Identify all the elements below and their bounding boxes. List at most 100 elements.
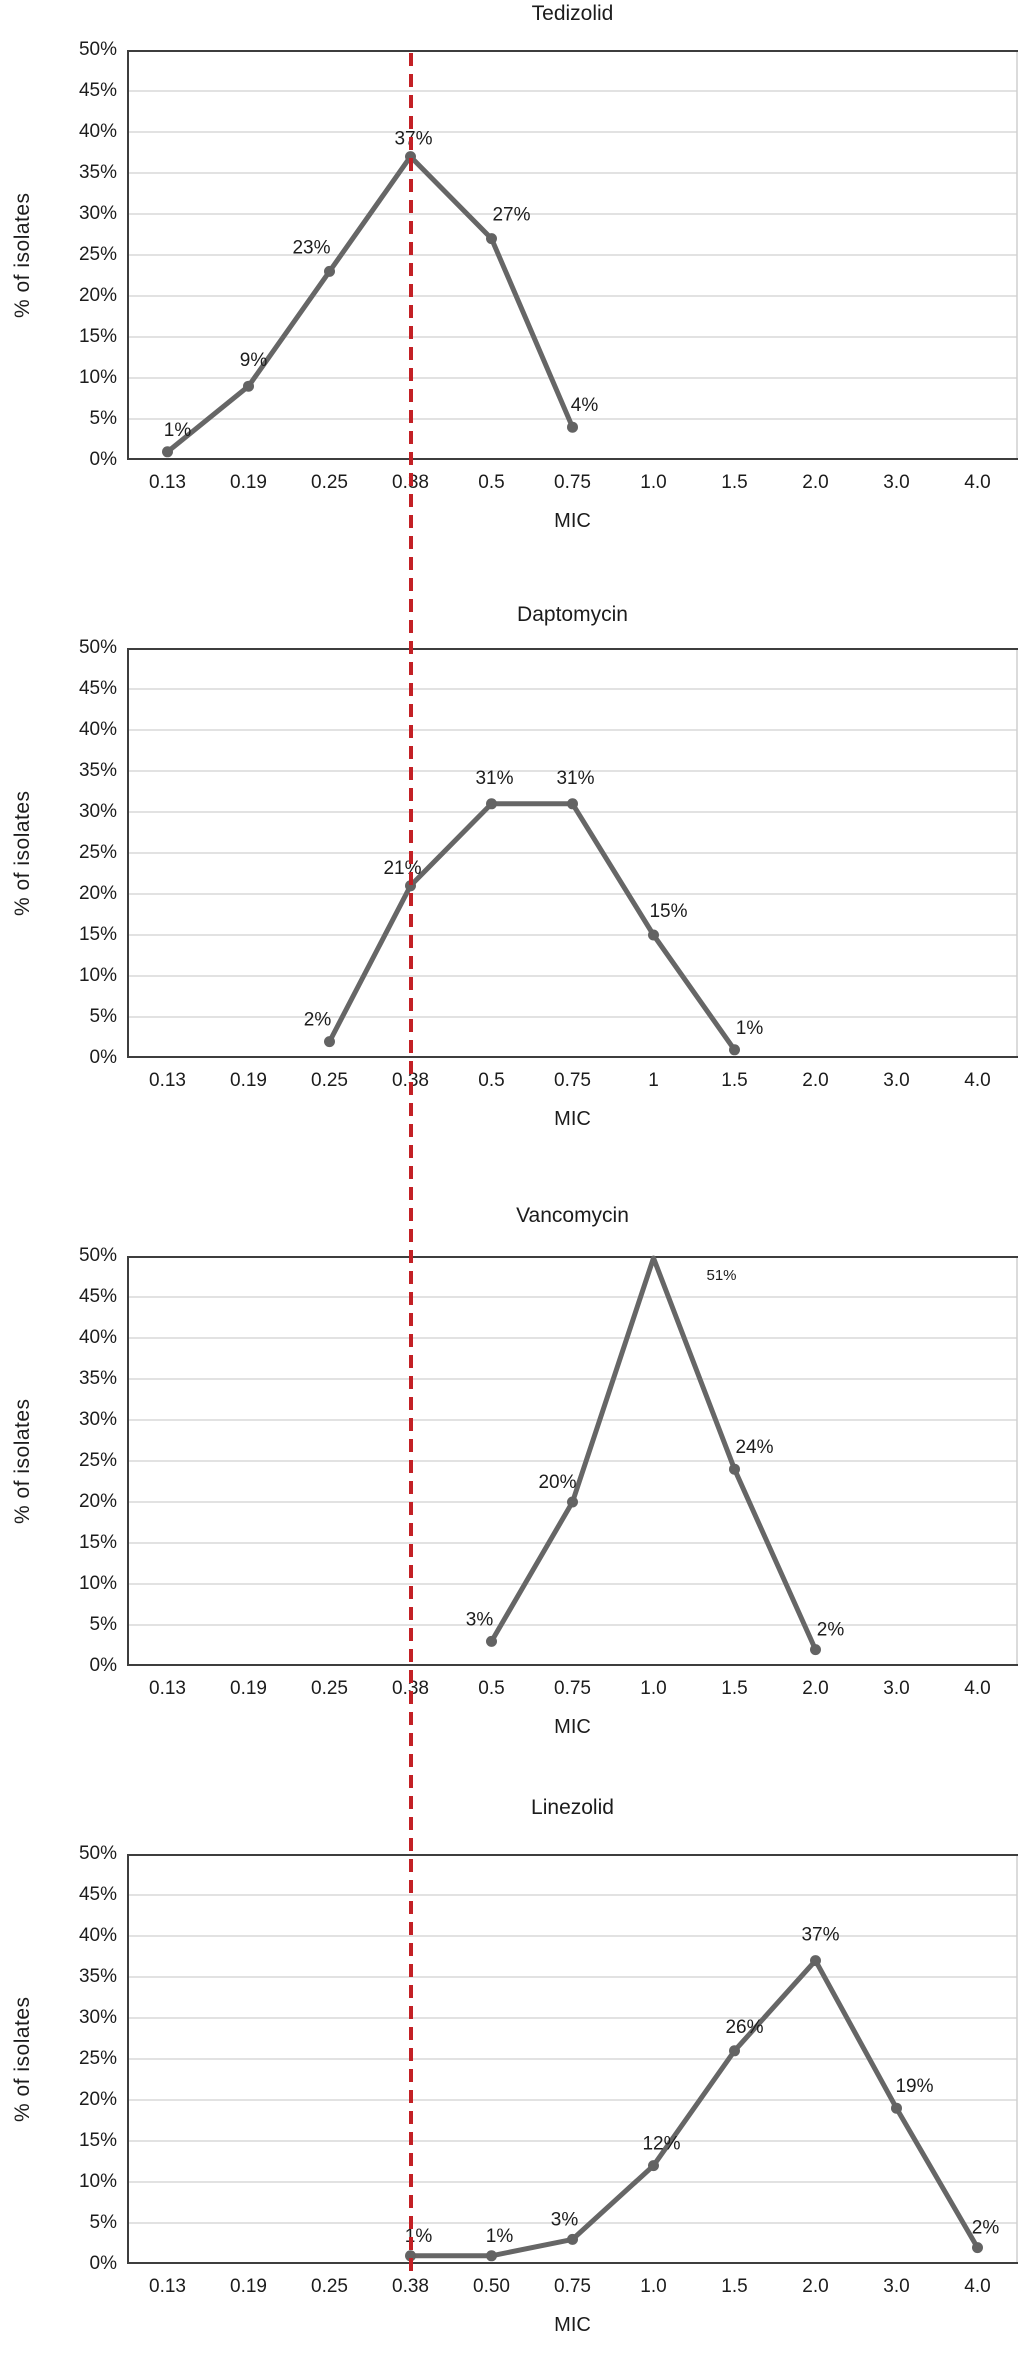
data-point-marker xyxy=(810,1955,821,1967)
data-point-label: 27% xyxy=(492,205,530,226)
data-point-marker xyxy=(648,929,659,941)
x-tick-label: 1 xyxy=(648,1070,659,1091)
data-point-label: 2% xyxy=(817,1620,845,1641)
y-tick-label: 35% xyxy=(78,1368,117,1389)
data-point-label: 4% xyxy=(571,395,599,416)
data-point-marker xyxy=(486,1635,497,1647)
data-point-marker xyxy=(729,1044,740,1056)
x-tick-label: 0.19 xyxy=(230,1678,267,1699)
x-tick-label: 2.0 xyxy=(802,472,829,493)
y-tick-label: 25% xyxy=(78,842,117,863)
data-point-label: 20% xyxy=(538,1472,576,1493)
y-tick-label: 45% xyxy=(78,1884,117,1905)
x-tick-label: 3.0 xyxy=(883,1678,910,1699)
x-tick-label: 0.19 xyxy=(230,1070,267,1091)
x-tick-label: 3.0 xyxy=(883,472,910,493)
data-point-marker xyxy=(972,2242,983,2254)
x-tick-label: 1.0 xyxy=(640,472,667,493)
x-tick-label: 0.13 xyxy=(149,2276,186,2297)
y-tick-label: 35% xyxy=(78,162,117,183)
plot-area: 1% 9% 23% 37% 27% 4% xyxy=(127,50,1018,460)
chart-section-linezolid: Linezolid% of isolates 0% 5% 10% 15% 20% 25% 30… xyxy=(0,1775,1024,2366)
y-tick-label: 25% xyxy=(78,244,117,265)
y-tick-label: 30% xyxy=(78,1409,117,1430)
data-point-label: 15% xyxy=(649,901,687,922)
y-tick-label: 45% xyxy=(78,80,117,101)
x-tick-label: 0.13 xyxy=(149,1678,186,1699)
y-tick-label: 40% xyxy=(78,121,117,142)
data-point-label: 2% xyxy=(972,2218,1000,2239)
data-point-marker xyxy=(810,1644,821,1656)
data-point-label: 19% xyxy=(895,2076,933,2097)
x-axis-title: MIC xyxy=(554,2314,591,2336)
y-tick-label: 50% xyxy=(78,1245,117,1266)
x-tick-label: 2.0 xyxy=(802,1678,829,1699)
data-point-marker xyxy=(891,2102,902,2114)
y-tick-label: 50% xyxy=(78,39,117,60)
data-point-label: 51% xyxy=(706,1267,736,1284)
y-tick-label: 0% xyxy=(89,1047,117,1068)
data-point-label: 3% xyxy=(551,2209,579,2230)
y-tick-label: 30% xyxy=(78,801,117,822)
series-line xyxy=(165,154,575,455)
x-tick-label: 0.5 xyxy=(478,1070,505,1091)
data-point-label: 1% xyxy=(736,1018,764,1039)
y-tick-label: 45% xyxy=(78,1286,117,1307)
data-point-label: 26% xyxy=(725,2017,763,2038)
data-point-marker xyxy=(486,233,497,245)
y-tick-label: 35% xyxy=(78,1966,117,1987)
y-tick-label: 10% xyxy=(78,2171,117,2192)
y-tick-label: 5% xyxy=(89,2212,117,2233)
x-tick-label: 0.75 xyxy=(554,2276,591,2297)
y-tick-label: 20% xyxy=(78,285,117,306)
x-tick-label: 1.5 xyxy=(721,472,748,493)
x-tick-label: 0.25 xyxy=(311,472,348,493)
x-tick-label: 4.0 xyxy=(964,1070,991,1091)
x-tick-label: 1.0 xyxy=(640,1678,667,1699)
x-tick-label: 1.5 xyxy=(721,2276,748,2297)
series-line xyxy=(408,1958,980,2259)
y-tick-label: 20% xyxy=(78,883,117,904)
y-tick-label: 40% xyxy=(78,719,117,740)
x-tick-label: 1.5 xyxy=(721,1070,748,1091)
series-line xyxy=(489,1255,818,1653)
y-tick-label: 40% xyxy=(78,1925,117,1946)
x-axis-title: MIC xyxy=(554,1716,591,1738)
chart-title: Daptomycin xyxy=(517,603,628,626)
y-tick-label: 15% xyxy=(78,2130,117,2151)
y-tick-label: 15% xyxy=(78,924,117,945)
y-tick-label: 10% xyxy=(78,367,117,388)
y-tick-label: 30% xyxy=(78,203,117,224)
chart-title: Vancomycin xyxy=(516,1204,629,1227)
data-point-marker xyxy=(324,1036,335,1048)
x-tick-label: 0.75 xyxy=(554,1678,591,1699)
y-tick-label: 5% xyxy=(89,408,117,429)
data-point-marker xyxy=(243,380,254,392)
data-point-marker xyxy=(162,446,173,458)
data-point-label: 23% xyxy=(292,237,330,258)
data-point-label: 37% xyxy=(801,1925,839,1946)
x-tick-label: 2.0 xyxy=(802,2276,829,2297)
data-point-marker xyxy=(729,2045,740,2057)
data-point-marker xyxy=(567,1496,578,1508)
x-tick-label: 0.50 xyxy=(473,2276,510,2297)
data-point-marker xyxy=(324,265,335,277)
y-tick-label: 20% xyxy=(78,2089,117,2110)
x-tick-label: 0.38 xyxy=(392,2276,429,2297)
x-tick-label: 0.13 xyxy=(149,472,186,493)
x-tick-label: 1.5 xyxy=(721,1678,748,1699)
x-tick-label: 0.13 xyxy=(149,1070,186,1091)
x-tick-label: 3.0 xyxy=(883,1070,910,1091)
y-tick-label: 0% xyxy=(89,449,117,470)
data-point-marker xyxy=(486,798,497,810)
y-tick-label: 15% xyxy=(78,1532,117,1553)
chart-section-daptomycin: Daptomycin% of isolates 0% 5% 10% 15% 20% 25% 3… xyxy=(0,591,1024,1182)
data-point-marker xyxy=(567,421,578,433)
x-tick-label: 0.19 xyxy=(230,2276,267,2297)
chart-section-tedizolid: Tedizolid% of isolates 0% 5% 10% 15% 20% 25% 30… xyxy=(0,0,1024,591)
data-point-marker xyxy=(567,798,578,810)
x-tick-label: 0.5 xyxy=(478,1678,505,1699)
data-point-marker xyxy=(648,2160,659,2172)
data-point-label: 2% xyxy=(304,1010,332,1031)
